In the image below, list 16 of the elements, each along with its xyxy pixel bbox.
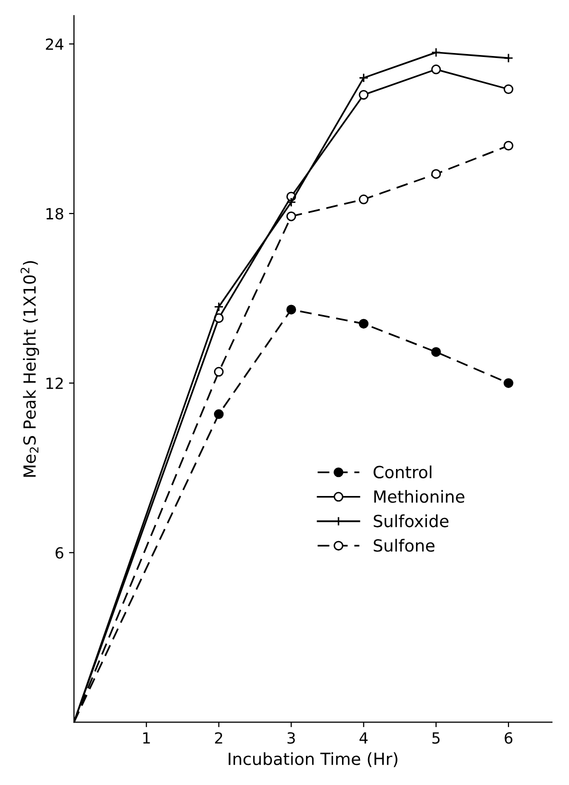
x-tick-label: 4	[360, 732, 368, 744]
legend-label: Control	[374, 465, 432, 478]
x-tick-label: 2	[215, 732, 222, 744]
x-axis-title: Incubation Time (Hr)	[228, 752, 398, 768]
x-tick-label: 6	[504, 732, 512, 744]
y-axis-title: Me$_{2}$S Peak Height (1X10$^{2}$)	[20, 261, 40, 477]
x-tick-label: 3	[288, 732, 295, 744]
y-tick-label: 18	[46, 208, 64, 220]
y-tick-label: 24	[46, 38, 64, 50]
y-tick-label: 12	[46, 378, 63, 389]
legend-label: Methionine	[374, 490, 464, 503]
x-tick-label: 5	[432, 732, 440, 744]
legend-label: Sulfone	[374, 538, 434, 552]
x-tick-label: 1	[143, 732, 150, 744]
legend-label: Sulfoxide	[374, 514, 448, 528]
y-tick-label: 6	[56, 547, 64, 559]
